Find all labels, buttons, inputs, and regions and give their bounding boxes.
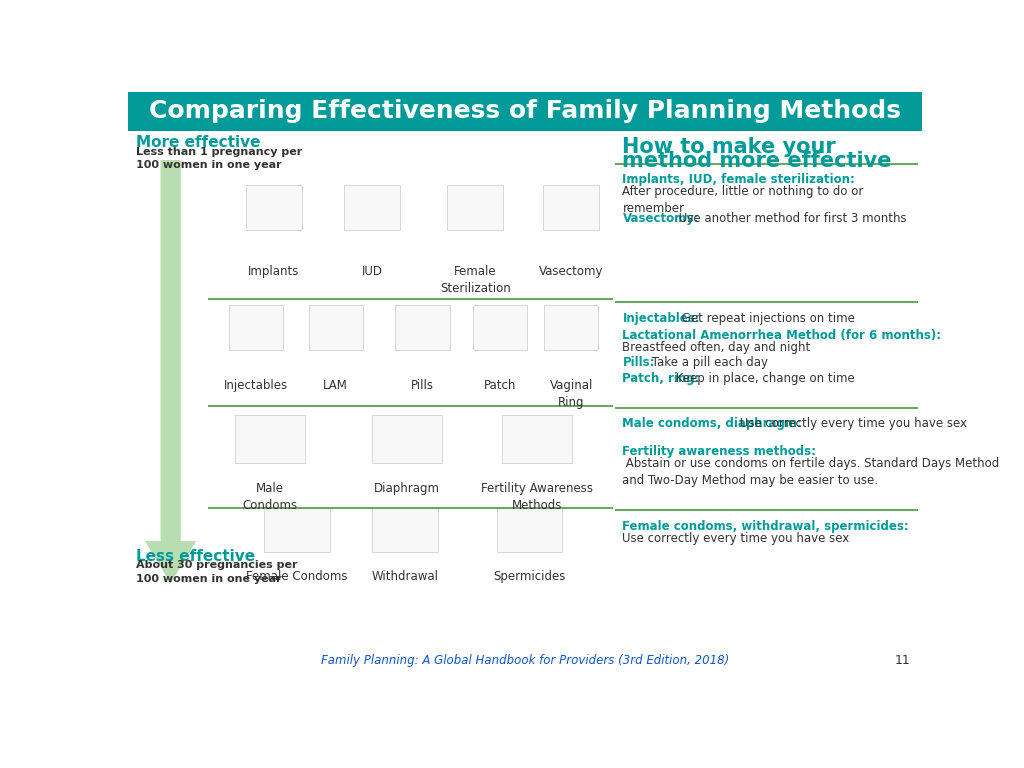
- Text: IUD: IUD: [361, 266, 383, 279]
- Text: Male condoms, diaphragm:: Male condoms, diaphragm:: [623, 417, 803, 430]
- Text: Use correctly every time you have sex: Use correctly every time you have sex: [623, 531, 850, 545]
- Text: Male
Condoms: Male Condoms: [243, 482, 297, 511]
- Text: Comparing Effectiveness of Family Planning Methods: Comparing Effectiveness of Family Planni…: [148, 99, 901, 124]
- Text: Female condoms, withdrawal, spermicides:: Female condoms, withdrawal, spermicides:: [623, 519, 909, 532]
- Text: Breastfeed often, day and night: Breastfeed often, day and night: [623, 341, 811, 354]
- FancyBboxPatch shape: [503, 415, 572, 462]
- FancyBboxPatch shape: [447, 185, 503, 230]
- Text: Injectables: Injectables: [224, 379, 288, 392]
- Text: Patch, ring:: Patch, ring:: [623, 372, 700, 385]
- Text: More effective: More effective: [136, 135, 260, 151]
- Text: Patch: Patch: [483, 379, 516, 392]
- Text: Spermicides: Spermicides: [494, 570, 565, 583]
- FancyBboxPatch shape: [395, 306, 450, 350]
- Text: Implants, IUD, female sterilization:: Implants, IUD, female sterilization:: [623, 173, 855, 186]
- FancyBboxPatch shape: [264, 507, 330, 552]
- FancyBboxPatch shape: [234, 415, 305, 462]
- Text: LAM: LAM: [324, 379, 348, 392]
- Text: Less effective: Less effective: [136, 549, 255, 564]
- FancyBboxPatch shape: [372, 415, 442, 462]
- Text: Use another method for first 3 months: Use another method for first 3 months: [675, 211, 907, 224]
- Text: About 30 pregnancies per
100 women in one year: About 30 pregnancies per 100 women in on…: [136, 561, 297, 584]
- Text: Female
Sterilization: Female Sterilization: [440, 266, 511, 296]
- FancyBboxPatch shape: [544, 185, 599, 230]
- Text: Female Condoms: Female Condoms: [246, 570, 348, 583]
- Text: Pills:: Pills:: [623, 356, 655, 369]
- Bar: [128, 92, 922, 131]
- Text: Fertility awareness methods:: Fertility awareness methods:: [623, 445, 816, 458]
- Text: After procedure, little or nothing to do or
remember: After procedure, little or nothing to do…: [623, 185, 864, 215]
- Text: Lactational Amenorrhea Method (for 6 months):: Lactational Amenorrhea Method (for 6 mon…: [623, 329, 942, 342]
- Text: Family Planning: A Global Handbook for Providers (3rd Edition, 2018): Family Planning: A Global Handbook for P…: [321, 654, 729, 667]
- FancyBboxPatch shape: [372, 507, 437, 552]
- Text: Use correctly every time you have sex: Use correctly every time you have sex: [735, 417, 967, 430]
- Text: Vasectomy:: Vasectomy:: [623, 211, 699, 224]
- Polygon shape: [145, 160, 197, 584]
- FancyBboxPatch shape: [544, 306, 598, 350]
- Text: Keep in place, change on time: Keep in place, change on time: [672, 372, 855, 385]
- Text: 11: 11: [895, 654, 910, 667]
- Text: Vaginal
Ring: Vaginal Ring: [550, 379, 593, 409]
- Text: Diaphragm: Diaphragm: [374, 482, 440, 495]
- Text: Less than 1 pregnancy per
100 women in one year: Less than 1 pregnancy per 100 women in o…: [136, 147, 302, 170]
- FancyBboxPatch shape: [308, 306, 362, 350]
- Text: Get repeat injections on time: Get repeat injections on time: [678, 312, 855, 325]
- Text: method more effective: method more effective: [623, 151, 892, 170]
- Text: Abstain or use condoms on fertile days. Standard Days Method
and Two-Day Method : Abstain or use condoms on fertile days. …: [623, 457, 999, 487]
- FancyBboxPatch shape: [497, 507, 562, 552]
- Text: Pills: Pills: [411, 379, 434, 392]
- Text: How to make your: How to make your: [623, 137, 837, 157]
- FancyBboxPatch shape: [344, 185, 400, 230]
- Text: Take a pill each day: Take a pill each day: [648, 356, 768, 369]
- FancyBboxPatch shape: [228, 306, 283, 350]
- FancyBboxPatch shape: [473, 306, 527, 350]
- Text: Withdrawal: Withdrawal: [371, 570, 438, 583]
- Text: Implants: Implants: [248, 266, 299, 279]
- FancyBboxPatch shape: [246, 185, 302, 230]
- Text: Fertility Awareness
Methods: Fertility Awareness Methods: [481, 482, 593, 511]
- Text: Injectables:: Injectables:: [623, 312, 700, 325]
- Text: Vasectomy: Vasectomy: [539, 266, 603, 279]
